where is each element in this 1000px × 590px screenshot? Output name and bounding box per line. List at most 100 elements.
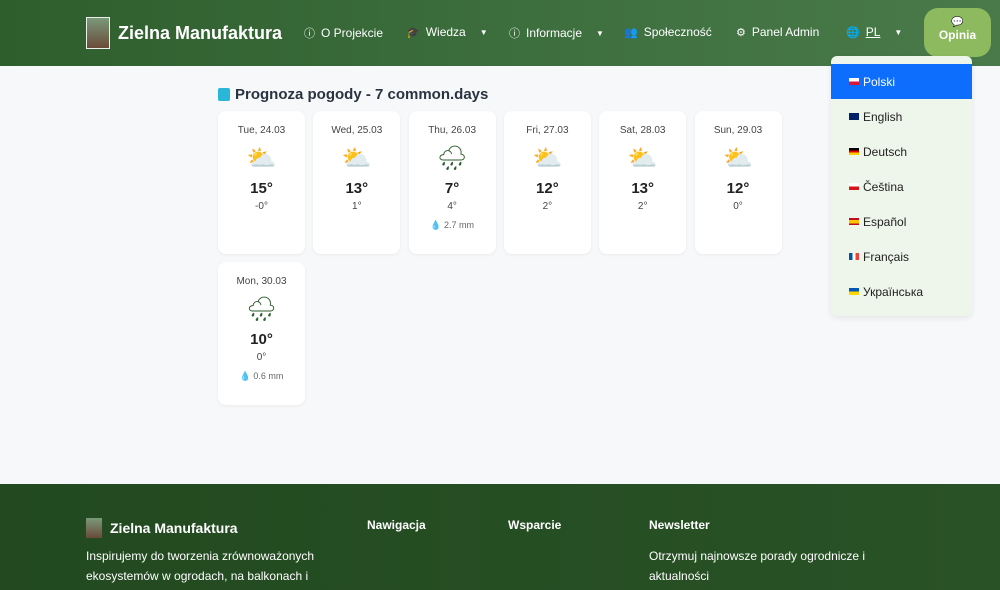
- language-label: English: [863, 109, 903, 124]
- forecast-date: Thu, 26.03: [428, 125, 476, 136]
- footer-newsletter-title: Newsletter: [649, 518, 710, 532]
- forecast-day-card: Tue, 24.03 ⛅ 15° -0°: [218, 111, 305, 254]
- temp-high: 12°: [726, 180, 750, 197]
- language-toggle[interactable]: 🌐 PL ▼: [846, 25, 902, 39]
- language-dropdown: Polski English Deutsch Čeština Español F…: [831, 56, 972, 316]
- caret-down-icon: ▼: [479, 27, 488, 37]
- brand-link[interactable]: Zielna Manufaktura: [86, 17, 282, 49]
- logo: [86, 17, 110, 49]
- sun-cloud-icon: ⛅: [246, 145, 277, 172]
- forecast-date: Sat, 28.03: [619, 125, 666, 136]
- sun-cloud-icon: ⛅: [532, 145, 563, 172]
- footer-logo: [86, 518, 102, 538]
- sun-cloud-icon: ⛅: [723, 145, 753, 172]
- nav-panel-admin[interactable]: ⚙ Panel Admin: [736, 25, 819, 39]
- feedback-button[interactable]: 💬 Opinia: [924, 8, 991, 57]
- temp-low: 1°: [352, 201, 362, 212]
- forecast-title-text: Prognoza pogody - 7 common.days: [235, 86, 489, 103]
- forecast-date: Wed, 25.03: [331, 125, 383, 136]
- temp-low: 0°: [733, 201, 743, 212]
- droplet-icon: 💧: [430, 220, 442, 230]
- nav-label: Panel Admin: [751, 25, 820, 39]
- flag-de-icon: [849, 148, 859, 155]
- footer-nav-title: Nawigacja: [367, 518, 426, 532]
- rain-cloud-icon: 🌧: [436, 145, 468, 172]
- language-option-francais[interactable]: Français: [831, 239, 972, 274]
- language-label: Čeština: [863, 179, 904, 194]
- language-option-deutsch[interactable]: Deutsch: [831, 134, 972, 169]
- forecast-date: Mon, 30.03: [236, 276, 287, 287]
- droplet-icon: 💧: [239, 371, 251, 381]
- nav-wiedza[interactable]: 🎓 Wiedza ▼: [406, 25, 488, 39]
- language-label: Español: [863, 214, 907, 229]
- precipitation: 💧 2.7 mm: [409, 220, 496, 231]
- forecast-day-card: Sat, 28.03 ⛅ 13° 2°: [599, 111, 687, 254]
- temp-high: 13°: [345, 180, 369, 197]
- nav-label: Społeczność: [643, 25, 712, 39]
- brand-name: Zielna Manufaktura: [118, 22, 283, 43]
- temp-low: 2°: [542, 201, 553, 212]
- footer-description: Inspirujemy do tworzenia zrównoważonych …: [86, 549, 315, 590]
- footer: Zielna Manufaktura Inspirujemy do tworze…: [0, 484, 1000, 590]
- temp-low: 0°: [256, 352, 267, 363]
- forecast-date: Tue, 24.03: [237, 125, 286, 136]
- caret-down-icon: ▼: [596, 28, 604, 38]
- temp-low: 4°: [447, 201, 457, 212]
- gear-icon: ⚙: [736, 26, 746, 39]
- language-option-ukrainska[interactable]: Українська: [831, 274, 972, 309]
- rain-cloud-icon: 🌧: [246, 296, 277, 323]
- temp-high: 12°: [536, 180, 559, 197]
- navbar: Zielna Manufaktura ⓘ O Projekcie 🎓 Wiedza ▼…: [0, 0, 1000, 66]
- language-option-cestina[interactable]: Čeština: [831, 169, 972, 204]
- flag-gb-icon: [849, 113, 859, 120]
- forecast-date: Fri, 27.03: [526, 125, 569, 136]
- language-code: PL: [865, 25, 881, 39]
- language-option-polski[interactable]: Polski: [831, 64, 972, 99]
- users-icon: 👥: [624, 26, 638, 39]
- flag-ua-icon: [849, 288, 859, 295]
- info-icon: ⓘ: [509, 28, 520, 40]
- temp-low: 2°: [637, 201, 648, 212]
- precipitation: 💧 0.6 mm: [218, 371, 305, 382]
- flag-fr-icon: [849, 253, 859, 260]
- forecast-day-card: Sun, 29.03 ⛅ 12° 0°: [694, 111, 782, 254]
- forecast-title: Prognoza pogody - 7 common.days: [218, 86, 488, 103]
- nav-informacje[interactable]: ⓘ Informacje ▼: [509, 25, 604, 41]
- footer-support-title: Wsparcie: [508, 518, 562, 532]
- temp-high: 7°: [444, 180, 460, 197]
- graduation-cap-icon: 🎓: [406, 26, 420, 39]
- forecast-day-card: Fri, 27.03 ⛅ 12° 2°: [503, 111, 591, 254]
- flag-es-icon: [849, 218, 859, 225]
- language-label: Polski: [863, 74, 896, 89]
- language-label: Deutsch: [863, 144, 908, 159]
- temp-high: 10°: [250, 331, 273, 348]
- forecast-day-card: Mon, 30.03 🌧 10° 0° 💧 0.6 mm: [218, 262, 305, 405]
- language-option-espanol[interactable]: Español: [831, 204, 972, 239]
- forecast-day-card: Thu, 26.03 🌧 7° 4° 💧 2.7 mm: [408, 111, 496, 254]
- precipitation-value: 0.6 mm: [253, 371, 284, 381]
- language-label: Français: [863, 249, 910, 264]
- language-label: Українська: [863, 284, 924, 299]
- footer-brand-name: Zielna Manufaktura: [110, 520, 238, 536]
- nav-o-projekcie[interactable]: ⓘ O Projekcie: [304, 25, 383, 41]
- temp-high: 15°: [250, 180, 273, 197]
- chat-icon: 💬: [951, 17, 964, 28]
- forecast-day-card: Wed, 25.03 ⛅ 13° 1°: [313, 111, 401, 254]
- nav-spolecznosc[interactable]: 👥 Społeczność: [624, 25, 712, 39]
- nav-label: Wiedza: [425, 25, 466, 39]
- calendar-icon: [218, 88, 230, 101]
- footer-brand: Zielna Manufaktura: [86, 518, 238, 538]
- precipitation-value: 2.7 mm: [443, 220, 474, 230]
- flag-cz-icon: [849, 183, 859, 190]
- footer-newsletter-text: Otrzymuj najnowsze porady ogrodnicze i a…: [649, 549, 866, 583]
- temp-high: 13°: [631, 180, 655, 197]
- temp-low: -0°: [255, 201, 268, 212]
- nav-label: Informacje: [526, 26, 583, 40]
- info-icon: ⓘ: [304, 28, 315, 40]
- language-option-english[interactable]: English: [831, 99, 972, 134]
- globe-icon: 🌐: [846, 26, 860, 39]
- nav-label: O Projekcie: [321, 26, 384, 40]
- feedback-label: Opinia: [938, 28, 977, 42]
- caret-down-icon: ▼: [894, 27, 903, 37]
- flag-pl-icon: [849, 78, 859, 85]
